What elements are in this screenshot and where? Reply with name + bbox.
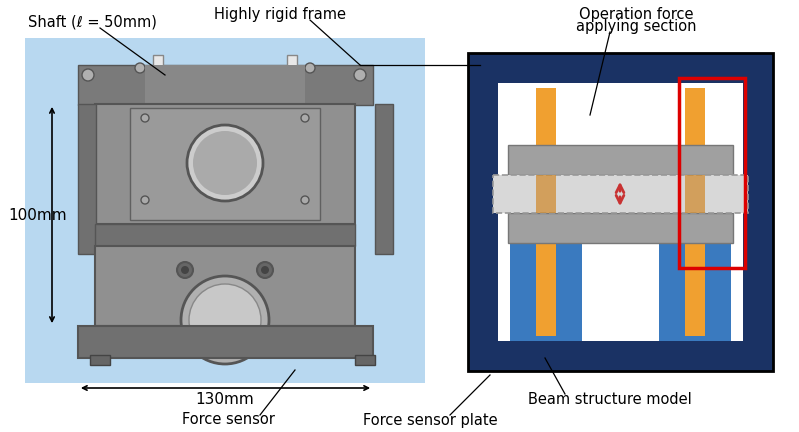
Bar <box>468 53 773 371</box>
Bar <box>78 326 373 358</box>
Text: Force sensor: Force sensor <box>181 413 274 428</box>
Bar <box>78 104 96 254</box>
Bar <box>130 108 320 220</box>
Circle shape <box>135 63 145 73</box>
Circle shape <box>181 266 189 274</box>
Circle shape <box>301 114 309 122</box>
Circle shape <box>141 196 149 204</box>
Bar <box>355 355 375 365</box>
Bar <box>90 355 110 365</box>
Text: applying section: applying section <box>576 19 696 35</box>
Bar <box>153 55 163 73</box>
Text: Highly rigid frame: Highly rigid frame <box>214 6 346 22</box>
Text: Shaft (ℓ = 50mm): Shaft (ℓ = 50mm) <box>28 15 157 29</box>
Bar <box>95 224 355 246</box>
Circle shape <box>354 69 366 81</box>
Text: 100mm: 100mm <box>8 207 66 222</box>
Text: 130mm: 130mm <box>196 393 254 407</box>
Circle shape <box>305 63 315 73</box>
Circle shape <box>189 284 261 356</box>
Bar <box>95 104 355 224</box>
Circle shape <box>257 262 273 278</box>
Bar <box>685 175 705 213</box>
Text: Beam structure model: Beam structure model <box>528 393 692 407</box>
Wedge shape <box>163 118 287 180</box>
Bar <box>287 55 297 73</box>
Bar <box>375 104 393 254</box>
Bar <box>685 88 705 336</box>
Bar <box>25 38 425 383</box>
Circle shape <box>193 131 257 195</box>
Circle shape <box>181 276 269 364</box>
Circle shape <box>82 69 94 81</box>
Bar <box>508 213 733 243</box>
Circle shape <box>177 262 193 278</box>
Bar <box>145 65 305 120</box>
Bar <box>536 88 556 336</box>
Text: Force sensor plate: Force sensor plate <box>363 413 497 428</box>
Bar <box>498 83 743 341</box>
Bar <box>508 145 733 175</box>
Circle shape <box>187 125 263 201</box>
Bar <box>679 78 745 268</box>
Bar <box>659 233 731 341</box>
Bar <box>510 233 582 341</box>
Bar <box>78 65 373 105</box>
Circle shape <box>141 114 149 122</box>
Bar <box>493 175 748 213</box>
Bar <box>95 246 355 326</box>
Circle shape <box>261 266 269 274</box>
Circle shape <box>301 196 309 204</box>
Bar <box>536 175 556 213</box>
Text: Operation force: Operation force <box>578 6 694 22</box>
